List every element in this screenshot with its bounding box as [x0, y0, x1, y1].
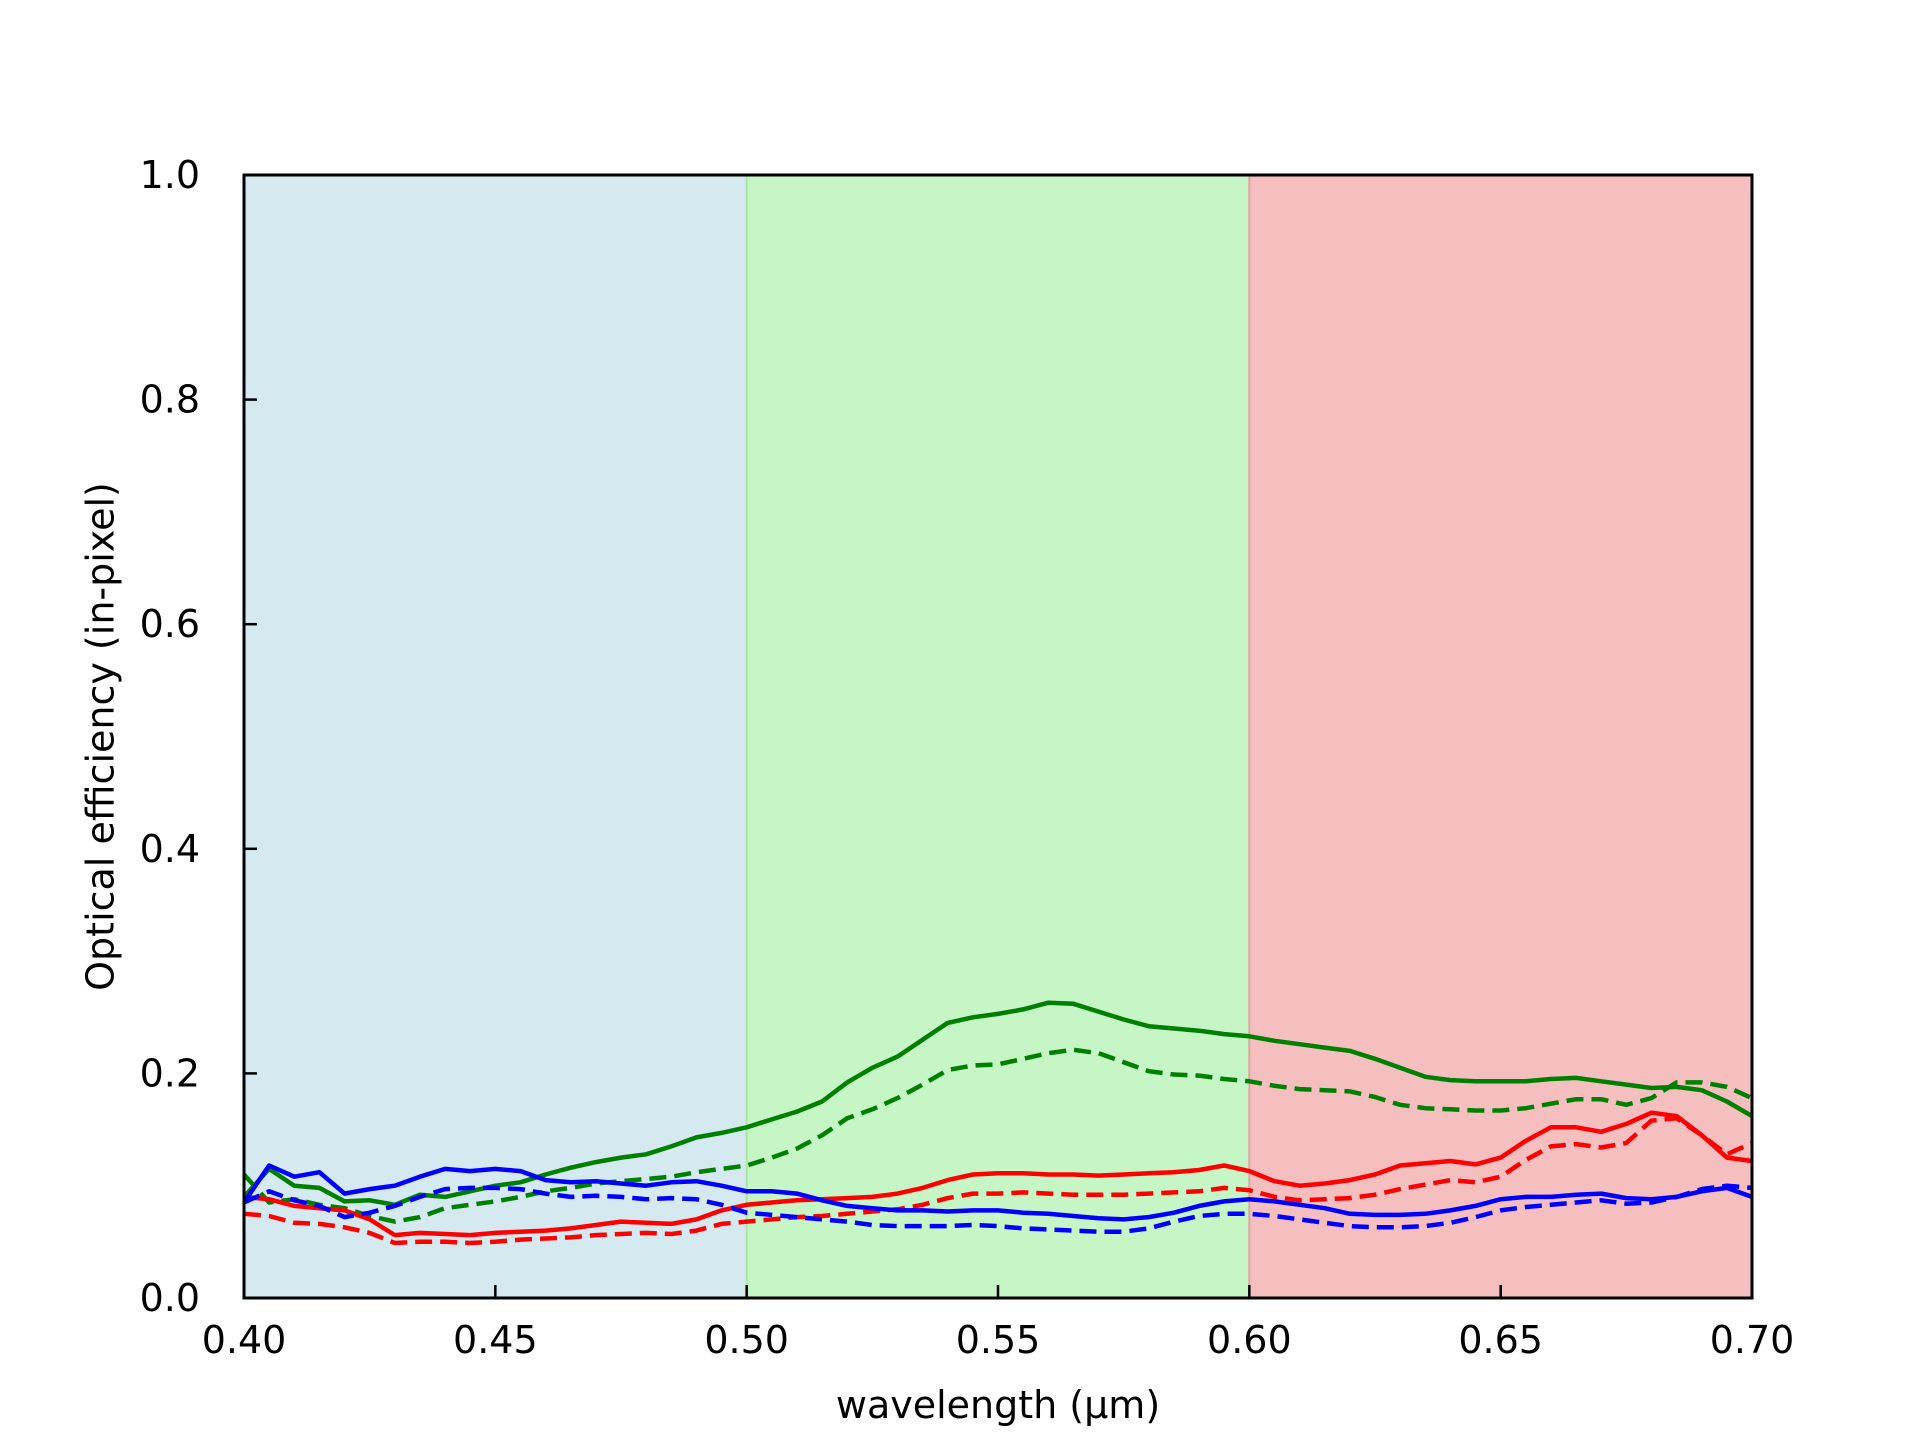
x-axis-ticks: 0.40 0.45 0.50 0.55 0.60 0.65 0.70 — [202, 1285, 1795, 1362]
series-lines — [242, 1000, 1754, 1246]
band-0 — [244, 175, 747, 1298]
band-1 — [746, 175, 1250, 1298]
y-tick-label: 0.4 — [140, 827, 200, 871]
band-2 — [1249, 175, 1752, 1298]
x-tick-label: 0.65 — [1458, 1318, 1543, 1362]
x-axis-label: wavelength (µm) — [836, 1383, 1160, 1427]
y-tick-label: 1.0 — [140, 153, 200, 197]
y-tick-label: 0.8 — [140, 378, 200, 422]
series-line-5 — [243, 1183, 1753, 1234]
x-tick-label: 0.60 — [1207, 1318, 1292, 1362]
y-tick-label: 0.0 — [140, 1276, 200, 1320]
y-tick-label: 0.2 — [140, 1051, 200, 1095]
x-tick-label: 0.45 — [453, 1318, 538, 1362]
y-axis-label: Optical efficiency (in-pixel) — [78, 482, 122, 991]
x-tick-label: 0.40 — [202, 1318, 287, 1362]
series-line-3 — [243, 1116, 1753, 1246]
x-tick-label: 0.55 — [956, 1318, 1041, 1362]
series-line-2 — [243, 1110, 1753, 1238]
x-tick-label: 0.70 — [1710, 1318, 1795, 1362]
series-line-4 — [242, 1163, 1753, 1222]
y-axis-ticks: 0.0 0.2 0.4 0.6 0.8 1.0 — [140, 153, 257, 1320]
wavelength-bands — [244, 175, 1752, 1298]
series-line-1 — [242, 1047, 1753, 1224]
y-tick-label: 0.6 — [140, 602, 200, 646]
x-tick-label: 0.50 — [704, 1318, 789, 1362]
